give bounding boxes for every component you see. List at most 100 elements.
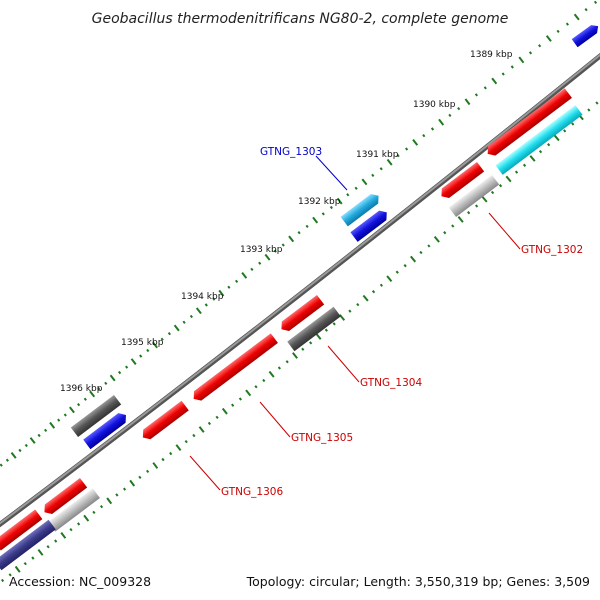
inner-tick-mark — [457, 216, 464, 223]
outer-tick-mark — [152, 341, 158, 349]
inner-tick-mark — [433, 235, 440, 243]
gene-lightgray-gtng1302[interactable] — [448, 174, 500, 218]
tick-label-1395: 1395 kbp — [121, 338, 164, 348]
gene-red-gtng1302[interactable] — [438, 161, 485, 201]
outer-tick-mark — [77, 402, 81, 407]
gene-label-gtng1305[interactable]: GTNG_1305 — [291, 432, 353, 444]
inner-tick-mark — [262, 378, 266, 383]
inner-tick-mark — [403, 264, 407, 268]
outer-tick-mark — [297, 230, 301, 235]
outer-tick-mark — [104, 381, 108, 386]
outer-tick-mark — [491, 77, 498, 85]
gene-darkgray-gtng1304[interactable] — [287, 306, 341, 352]
gene-darkgray-left[interactable] — [70, 394, 122, 438]
outer-tick-mark — [281, 243, 285, 247]
inner-tick-mark — [467, 211, 471, 215]
inner-tick-mark — [37, 548, 44, 556]
inner-tick-mark — [522, 163, 527, 167]
outer-tick-mark — [109, 374, 116, 382]
inner-tick-mark — [146, 469, 150, 474]
inner-tick-mark — [427, 244, 431, 248]
outer-tick-mark — [250, 267, 254, 272]
outer-tick-mark — [146, 348, 150, 353]
gene-label-gtng1303[interactable]: GTNG_1303 — [260, 146, 322, 158]
outer-tick-mark — [545, 35, 552, 42]
inner-tick-mark — [138, 475, 142, 480]
inner-tick-mark — [324, 328, 328, 332]
inner-tick-mark — [83, 514, 90, 522]
gene-cyan-upper-long[interactable] — [495, 105, 583, 175]
outer-tick-mark — [538, 44, 542, 48]
gene-features — [0, 22, 600, 571]
outer-tick-mark — [396, 153, 400, 158]
outer-tick-mark — [44, 428, 48, 433]
outer-tick-mark — [405, 147, 409, 151]
outer-tick-mark — [63, 413, 67, 417]
outer-tick-mark — [565, 22, 569, 26]
gene-red-lower-b[interactable] — [0, 509, 43, 551]
outer-tick-mark — [5, 458, 9, 462]
accession-text: Accession: NC_009328 — [9, 574, 151, 589]
outer-tick-mark — [189, 314, 193, 319]
gene-red-upper-long[interactable] — [484, 88, 572, 158]
inner-tick-mark — [69, 527, 73, 532]
gene-lightgray-lower[interactable] — [48, 488, 100, 532]
gene-navy-lower[interactable] — [0, 519, 56, 571]
gene-red-gtng1305[interactable] — [190, 333, 278, 403]
inner-tick-mark — [184, 439, 188, 444]
callout-line-gtng1303 — [315, 155, 348, 191]
inner-tick-mark — [547, 143, 551, 147]
gene-blue-topright[interactable] — [571, 22, 600, 48]
inner-tick-mark — [77, 522, 81, 526]
inner-tick-mark — [379, 283, 383, 287]
inner-tick-mark — [490, 190, 495, 195]
tick-label-1392: 1392 kbp — [298, 197, 341, 207]
inner-tick-mark — [0, 578, 5, 583]
callout-line-gtng1306 — [189, 455, 221, 491]
inner-tick-mark — [587, 108, 591, 112]
map-title: Geobacillus thermodenitrificans NG80-2, … — [92, 11, 509, 27]
outer-tick-mark — [10, 451, 17, 459]
outer-tick-mark — [227, 285, 231, 289]
outer-tick-mark — [422, 133, 426, 138]
gene-label-gtng1304[interactable]: GTNG_1304 — [360, 377, 422, 389]
gene-red-gtng1306[interactable] — [139, 400, 189, 442]
genome-summary-text: Topology: circular; Length: 3,550,319 bp… — [246, 574, 590, 589]
inner-tick-mark — [231, 403, 235, 407]
outer-tick-mark — [182, 320, 186, 324]
inner-tick-mark — [538, 149, 543, 154]
outer-tick-mark — [379, 167, 383, 171]
outer-tick-mark — [430, 127, 435, 131]
gene-blue-gtng1303[interactable] — [350, 208, 390, 242]
outer-tick-mark — [57, 418, 61, 422]
outer-tick-mark — [483, 86, 487, 90]
gene-labels: GTNG_1303 GTNG_1302 GTNG_1304 GTNG_1305 … — [221, 146, 583, 498]
outer-tick-mark — [83, 397, 87, 401]
outer-tick-mark — [457, 106, 461, 111]
inner-tick-mark — [215, 415, 219, 420]
inner-tick-mark — [356, 302, 360, 307]
gene-red-lower-a[interactable] — [41, 477, 88, 517]
gene-blue-left[interactable] — [83, 410, 129, 450]
inner-tick-mark — [371, 290, 376, 294]
outer-tick-mark — [329, 205, 333, 210]
inner-tick-mark — [14, 565, 21, 573]
outer-tick-mark — [438, 118, 445, 126]
tick-label-1389: 1389 kbp — [470, 50, 513, 60]
tick-label-1396: 1396 kbp — [60, 384, 103, 394]
outer-tick-mark — [204, 303, 208, 307]
outer-tick-mark — [386, 158, 393, 166]
inner-tick-mark — [332, 322, 336, 326]
gene-sky-gtng1303[interactable] — [340, 191, 383, 227]
gene-label-gtng1306[interactable]: GTNG_1306 — [221, 486, 283, 498]
inner-tick-mark — [123, 487, 127, 491]
outer-tick-mark — [167, 331, 171, 336]
inner-tick-mark — [348, 309, 352, 313]
inner-tick-mark — [475, 204, 479, 208]
inner-tick-mark — [309, 341, 313, 345]
inner-tick-mark — [175, 444, 182, 452]
outer-tick-mark — [160, 337, 164, 341]
gene-label-gtng1302[interactable]: GTNG_1302 — [521, 244, 583, 256]
gene-red-gtng1304[interactable] — [278, 294, 325, 334]
outer-tick-mark — [361, 178, 368, 186]
